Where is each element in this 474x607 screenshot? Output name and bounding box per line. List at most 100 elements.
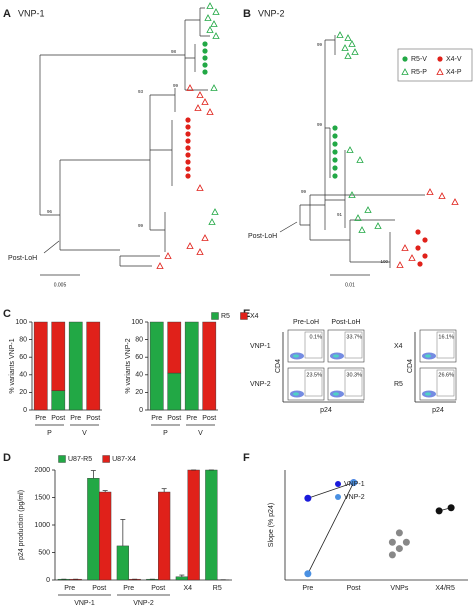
tip-triangle xyxy=(196,184,204,191)
tip-triangle xyxy=(364,206,372,213)
tip-triangle xyxy=(344,52,352,59)
node-label: 99 xyxy=(301,189,307,194)
bar xyxy=(86,321,101,411)
bar xyxy=(51,321,66,391)
row-label: VNP-2 xyxy=(250,381,271,388)
y-tick-label: 2000 xyxy=(34,467,50,474)
scale-label: 0.01 xyxy=(345,282,355,288)
point xyxy=(304,494,312,502)
legend-marker xyxy=(335,494,341,500)
tip-triangle xyxy=(408,254,416,261)
node-label: 99 xyxy=(317,122,323,127)
tip-circle xyxy=(415,229,421,235)
node-label: 93 xyxy=(138,89,144,94)
point xyxy=(388,551,396,559)
node-label: 98 xyxy=(171,49,177,54)
event-core xyxy=(293,354,299,358)
tip-circle xyxy=(402,56,408,62)
gate xyxy=(304,369,323,397)
event-core xyxy=(425,392,431,396)
gate xyxy=(436,369,455,397)
tip-circle xyxy=(332,157,338,163)
group-label: P xyxy=(47,430,52,437)
point xyxy=(395,529,403,537)
event-core xyxy=(333,392,339,396)
panel-letter: B xyxy=(243,8,251,20)
tip-triangle xyxy=(348,191,356,198)
tip-circle xyxy=(185,131,191,137)
tip-circle xyxy=(332,125,338,131)
event-core xyxy=(293,392,299,396)
bar xyxy=(158,491,171,581)
x-tick-label: R5 xyxy=(213,585,222,592)
row-label: R5 xyxy=(394,381,403,388)
y-tick-label: 20 xyxy=(135,389,143,396)
tip-circle xyxy=(185,173,191,179)
y-tick-label: 0 xyxy=(46,577,50,584)
axis-label: CD4 xyxy=(275,359,282,373)
legend-label: X4-V xyxy=(446,56,462,63)
bar xyxy=(205,469,218,581)
tip-circle xyxy=(415,245,421,251)
tip-triangle xyxy=(354,214,362,221)
gate-percent: 33.7% xyxy=(346,334,362,340)
bar xyxy=(116,545,129,581)
axis-label: p24 xyxy=(432,407,444,414)
y-tick-label: 20 xyxy=(19,389,27,396)
y-tick-label: 40 xyxy=(135,372,143,379)
tip-triangle xyxy=(210,84,218,91)
point xyxy=(395,545,403,553)
tip-circle xyxy=(332,173,338,179)
event-core xyxy=(333,354,339,358)
tip-triangle xyxy=(401,68,409,75)
tip-circle xyxy=(185,124,191,130)
annotation: Post-LoH xyxy=(8,255,37,262)
tip-triangle xyxy=(194,104,202,111)
y-axis-label: % variants VNP-2 xyxy=(125,338,132,393)
x-tick-label: Post xyxy=(202,415,216,422)
gate-percent: 26.6% xyxy=(438,372,454,378)
series-line xyxy=(307,482,354,574)
node-label: 99 xyxy=(317,42,323,47)
tip-triangle xyxy=(186,242,194,249)
tip-triangle xyxy=(204,14,212,21)
tip-triangle xyxy=(201,98,209,105)
x-tick-label: Pre xyxy=(35,415,46,422)
tip-triangle xyxy=(212,32,220,39)
y-tick-label: 80 xyxy=(135,336,143,343)
column-label: Pre-LoH xyxy=(293,319,319,326)
gate xyxy=(436,331,455,359)
scale-label: 0.005 xyxy=(54,282,67,288)
y-tick-label: 0 xyxy=(139,407,143,414)
point xyxy=(402,538,410,546)
flow-plot xyxy=(327,329,365,363)
legend-marker xyxy=(102,455,110,463)
point xyxy=(447,504,455,512)
bar xyxy=(68,321,83,411)
legend-label: X4-P xyxy=(446,69,462,76)
tip-circle xyxy=(202,55,208,61)
tip-circle xyxy=(422,253,428,259)
y-tick-label: 60 xyxy=(19,354,27,361)
gate-percent: 23.5% xyxy=(306,372,322,378)
x-tick-label: Post xyxy=(51,415,65,422)
legend-label: VNP-2 xyxy=(344,494,365,501)
axis-label: p24 xyxy=(320,407,332,414)
legend-box xyxy=(397,48,473,82)
legend-label: R5-V xyxy=(411,56,427,63)
tip-circle xyxy=(202,62,208,68)
event-core xyxy=(425,354,431,358)
bar xyxy=(87,478,100,581)
bar xyxy=(202,321,217,411)
point xyxy=(350,479,358,487)
series-line xyxy=(307,482,354,499)
gate-percent: 30.3% xyxy=(346,372,362,378)
legend-marker xyxy=(335,481,341,487)
panel-letter: F xyxy=(243,452,250,464)
tree-branch xyxy=(39,7,210,267)
bar xyxy=(51,390,66,411)
panel-letter: C xyxy=(3,308,11,320)
legend-label: VNP-1 xyxy=(344,481,365,488)
node-label: 99 xyxy=(138,223,144,228)
point xyxy=(388,538,396,546)
